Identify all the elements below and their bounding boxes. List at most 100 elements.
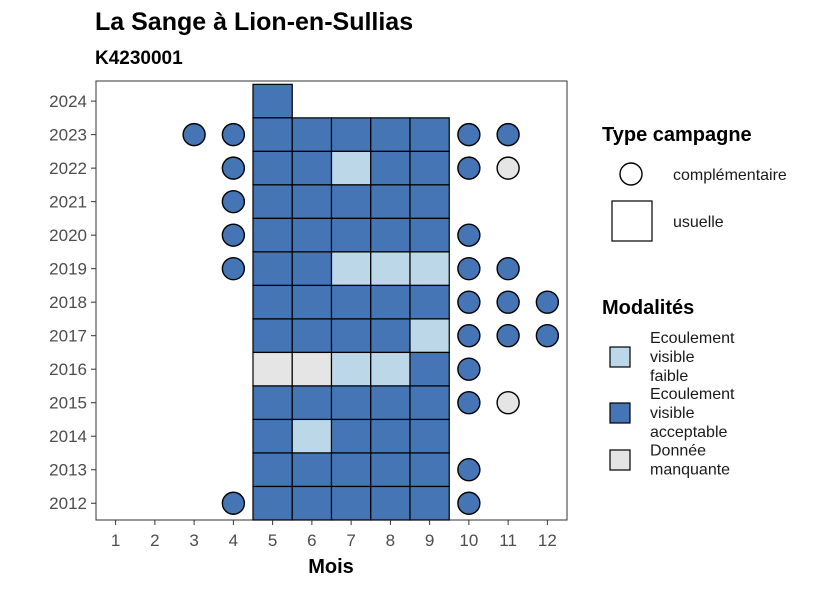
- cell-2012-8: [370, 485, 411, 521]
- point-2019-4: [221, 256, 246, 281]
- point-2022-4: [221, 156, 246, 180]
- cell-2022-9: [409, 150, 450, 186]
- y-tick-label-2023: 2023: [49, 126, 87, 145]
- cell-2017-7: [330, 318, 372, 354]
- point-2017-10: [457, 323, 481, 348]
- y-tick-label-2017: 2017: [49, 327, 87, 346]
- legend-key-acceptable: [609, 402, 631, 424]
- x-tick-label-7: 7: [346, 531, 355, 550]
- cell-2023-7: [330, 117, 372, 152]
- point-2015-10: [457, 391, 481, 415]
- x-tick-label-11: 11: [499, 531, 517, 550]
- x-tick-label-8: 8: [386, 531, 395, 550]
- point-2019-10: [457, 256, 481, 281]
- cell-2013-5: [252, 452, 293, 488]
- cell-2017-8: [370, 318, 411, 354]
- point-2016-10: [457, 357, 481, 381]
- cell-2022-5: [252, 150, 293, 186]
- cell-2015-6: [291, 385, 333, 421]
- x-tick-label-3: 3: [189, 531, 198, 550]
- cell-2012-6: [291, 485, 333, 521]
- cell-2013-9: [409, 452, 450, 488]
- x-tick-label-2: 2: [150, 531, 159, 550]
- cell-2012-9: [409, 485, 450, 521]
- legend-label-usuelle: usuelle: [673, 214, 724, 231]
- cell-2021-9: [409, 184, 450, 219]
- cell-2022-6: [291, 150, 333, 186]
- data-marks: [182, 83, 560, 521]
- x-tick-label-6: 6: [307, 531, 316, 550]
- cell-2018-8: [370, 284, 411, 320]
- legend-type-title: Type campagne: [602, 124, 752, 146]
- cell-2013-6: [291, 452, 333, 488]
- cell-2015-7: [330, 385, 372, 421]
- cell-2013-8: [370, 452, 411, 488]
- x-tick-label-5: 5: [268, 531, 277, 550]
- x-tick-label-10: 10: [459, 531, 478, 550]
- y-axis: 2012 2013 2014 2015 2016 2017 2018 2019 2020 2021…: [49, 92, 96, 513]
- cell-2020-9: [409, 217, 450, 253]
- cell-2017-6: [291, 318, 333, 354]
- legend-key-complementaire: [619, 162, 643, 186]
- point-2018-10: [457, 290, 481, 314]
- cell-2016-6: [291, 351, 333, 387]
- cell-2023-9: [409, 117, 450, 152]
- y-tick-label-2015: 2015: [49, 394, 87, 413]
- point-2022-10: [457, 156, 481, 180]
- x-axis: 1 2 3 4 5 6 7 8 9 10 11 12: [111, 520, 557, 550]
- cell-2024-5: [252, 83, 293, 119]
- point-2020-4: [221, 223, 246, 247]
- legend-label-manquante: Donnée manquante: [650, 443, 730, 479]
- cell-2016-5: [252, 351, 293, 387]
- y-tick-label-2024: 2024: [49, 92, 87, 111]
- cell-2021-6: [291, 184, 333, 219]
- cell-2017-9: [409, 318, 450, 354]
- x-tick-label-12: 12: [538, 531, 557, 550]
- legend: Type campagne complémentaire usuelle Moda…: [602, 124, 787, 479]
- point-2023-3: [182, 122, 206, 147]
- cell-2015-5: [252, 385, 293, 421]
- cell-2015-9: [409, 385, 450, 421]
- point-2021-4: [221, 189, 246, 214]
- x-tick-label-1: 1: [111, 531, 120, 550]
- cell-2020-7: [330, 217, 372, 253]
- point-2019-11: [496, 256, 520, 281]
- point-2022-11: [496, 156, 520, 180]
- cell-2021-8: [370, 184, 411, 219]
- cell-2018-9: [409, 284, 450, 320]
- legend-key-faible: [609, 346, 631, 368]
- cell-2019-7: [330, 251, 372, 287]
- cell-2020-5: [252, 217, 293, 253]
- cell-2021-7: [330, 184, 372, 219]
- point-2023-10: [457, 122, 481, 147]
- cell-2019-9: [409, 251, 450, 287]
- cell-2023-5: [252, 117, 293, 152]
- point-2017-12: [535, 323, 560, 348]
- y-tick-label-2019: 2019: [49, 260, 87, 279]
- x-axis-title: Mois: [308, 556, 354, 578]
- cell-2014-5: [252, 418, 293, 454]
- y-tick-label-2021: 2021: [49, 193, 87, 212]
- point-2017-11: [496, 323, 520, 348]
- point-2018-12: [535, 290, 560, 314]
- cell-2018-6: [291, 284, 333, 320]
- cell-2016-9: [409, 351, 450, 387]
- point-2023-11: [496, 122, 520, 147]
- y-tick-label-2022: 2022: [49, 159, 87, 178]
- cell-2015-8: [370, 385, 411, 421]
- cell-2021-5: [252, 184, 293, 219]
- cell-2014-8: [370, 418, 411, 454]
- point-2012-4: [221, 491, 246, 515]
- cell-2020-6: [291, 217, 333, 253]
- y-tick-label-2014: 2014: [49, 427, 87, 446]
- legend-label-acceptable: Ecoulement visible acceptable: [650, 386, 735, 441]
- x-tick-label-4: 4: [229, 531, 238, 550]
- point-2013-10: [457, 458, 481, 482]
- cell-2022-8: [370, 150, 411, 186]
- point-2012-10: [457, 491, 481, 515]
- cell-2014-6: [291, 418, 333, 454]
- cell-2019-5: [252, 251, 293, 287]
- cell-2022-7: [330, 150, 372, 186]
